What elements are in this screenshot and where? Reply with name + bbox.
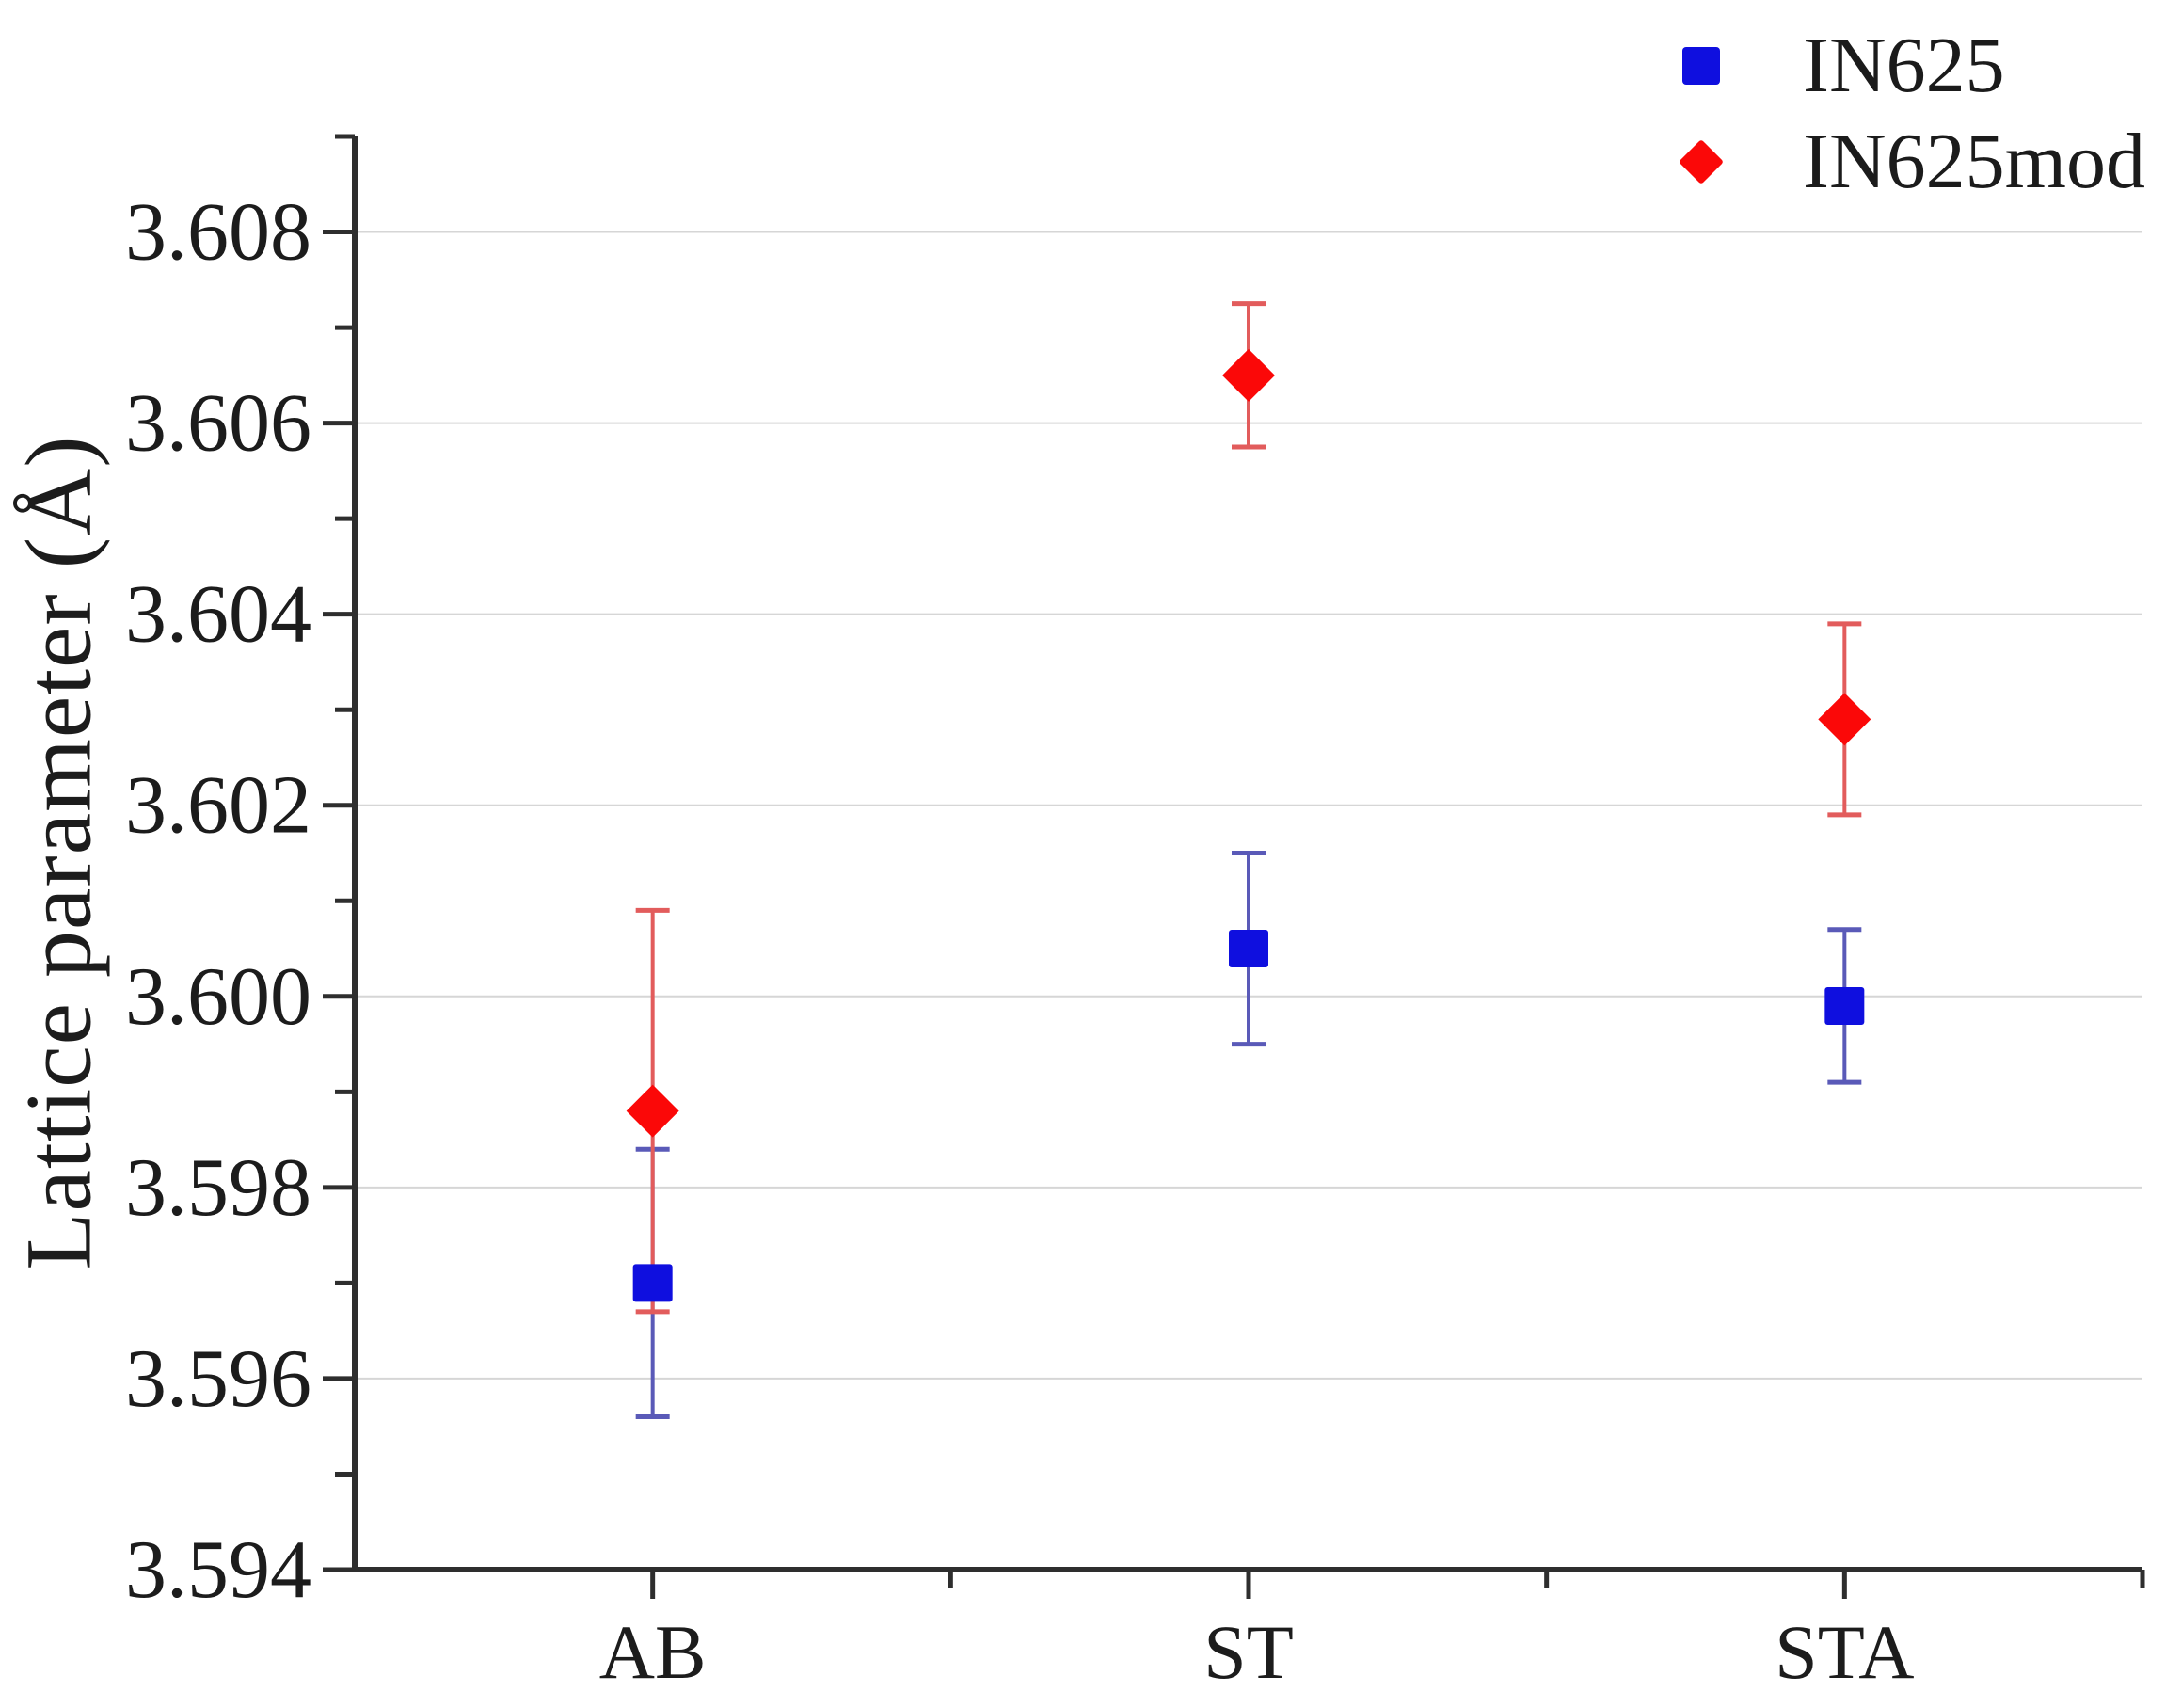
y-tick-label: 3.608 [125, 187, 311, 279]
legend-label-in625mod: IN625mod [1803, 118, 2145, 205]
y-tick-label: 3.604 [125, 569, 311, 661]
legend-marker-slot [1680, 21, 1722, 111]
y-tick-label: 3.598 [125, 1142, 311, 1234]
y-tick-label: 3.596 [125, 1333, 311, 1425]
y-tick-label: 3.602 [125, 760, 311, 852]
data-point-diamond [1818, 693, 1871, 746]
y-tick-label: 3.606 [125, 378, 311, 470]
y-axis-title: Lattice parameter (Å) [6, 435, 111, 1270]
data-point-diamond [1222, 348, 1275, 402]
x-category-label: STA [1775, 1609, 1914, 1695]
legend-item-in625mod: IN625mod [1678, 117, 2145, 207]
y-tick-label: 3.600 [125, 951, 311, 1043]
legend-square-icon [1682, 47, 1720, 85]
legend-label-in625: IN625 [1803, 22, 2005, 109]
y-tick-label: 3.594 [125, 1524, 311, 1616]
data-point-diamond [626, 1084, 679, 1138]
data-point-square [1229, 930, 1268, 968]
legend-diamond-icon [1678, 138, 1725, 185]
x-category-label: AB [599, 1609, 707, 1695]
data-point-square [1824, 986, 1865, 1025]
data-point-square [632, 1264, 673, 1302]
x-category-label: ST [1203, 1609, 1294, 1695]
legend-marker-slot [1678, 117, 1725, 207]
legend-item-in625: IN625 [1680, 21, 2005, 111]
